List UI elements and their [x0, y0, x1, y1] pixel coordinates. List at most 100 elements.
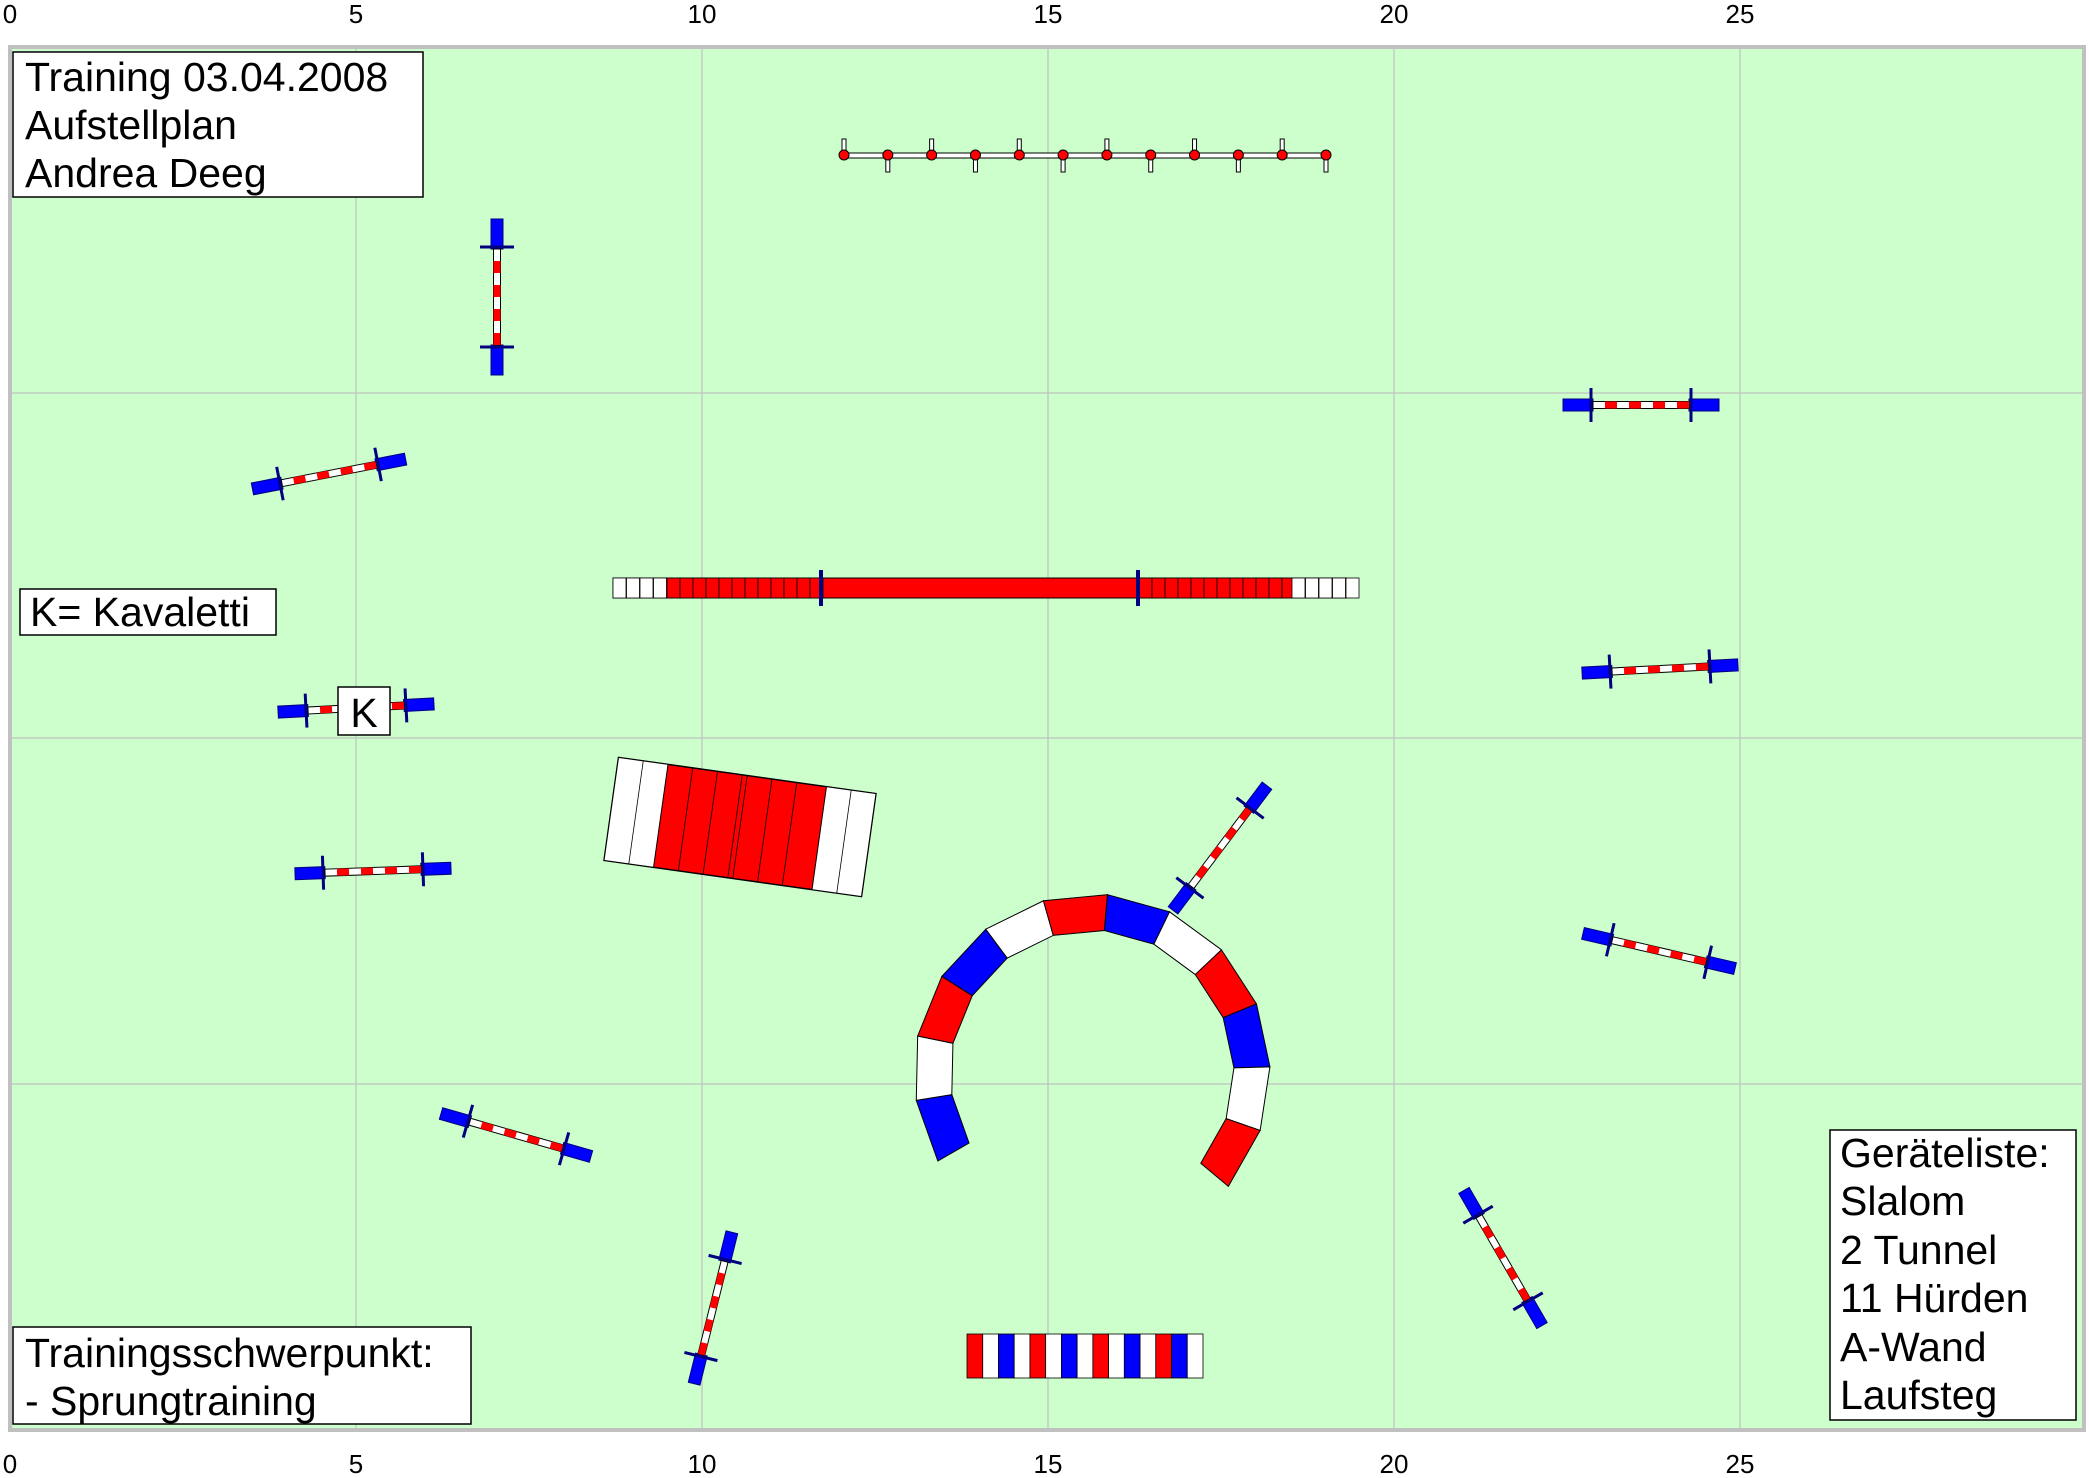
hurdle[interactable]: [480, 218, 514, 376]
hurdle-bar-stripe: [384, 866, 398, 875]
hurdle-wing: [420, 861, 452, 876]
laufsteg-segment: [757, 577, 772, 599]
laufsteg-segment: [744, 577, 759, 599]
hurdle-bar-stripe: [1481, 1225, 1495, 1239]
axis-bottom: 0 5 10 15 20 25: [3, 1449, 1755, 1478]
hurdle-bar-stripe: [1646, 944, 1660, 955]
hurdle-bar-stripe: [526, 1134, 541, 1145]
hurdle-bar-stripe: [319, 705, 333, 714]
axis-top-0: 0: [3, 0, 17, 29]
slalom-base: [843, 152, 1327, 159]
hurdle-wing: [1688, 398, 1720, 412]
hurdle-standard: [557, 1132, 571, 1166]
laufsteg-segment: [783, 577, 798, 599]
laufsteg-segment: [1332, 577, 1346, 599]
axis-top: 0 5 10 15 20 25: [3, 0, 1755, 29]
focus-title: Trainingsschwerpunkt:: [25, 1330, 434, 1376]
hurdle-bar-stripe: [1693, 955, 1707, 966]
hurdle[interactable]: [436, 1097, 595, 1173]
laufsteg-segment: [666, 577, 681, 599]
tunnel-segment: [1092, 1333, 1110, 1379]
tunnel-segment: [1045, 1333, 1062, 1379]
hurdle-bar-stripe: [715, 1272, 726, 1286]
laufsteg-segment: [626, 577, 640, 599]
hurdle-bar-stripe: [1695, 662, 1709, 671]
laufsteg-segment: [1242, 577, 1257, 599]
hurdle[interactable]: [294, 851, 452, 890]
laufsteg-segment: [796, 577, 811, 599]
tunnel-segment: [1029, 1333, 1047, 1379]
equipment-hurdles: 11 Hürden: [1840, 1275, 2028, 1321]
tunnel-segment: [1013, 1333, 1031, 1379]
hurdle[interactable]: [1449, 1182, 1556, 1334]
focus-box: Trainingsschwerpunkt: - Sprungtraining: [12, 1326, 472, 1425]
hurdle[interactable]: [1579, 917, 1739, 985]
laufsteg-segment: [1318, 577, 1333, 599]
slalom-pole: [1057, 149, 1069, 161]
hurdle-standard: [403, 688, 409, 723]
laufsteg-segment: [1203, 577, 1218, 599]
focus-item: - Sprungtraining: [25, 1378, 317, 1424]
hurdle-bar-stripe: [340, 465, 354, 476]
hurdle-bar-stripe: [1669, 950, 1684, 960]
slalom-pole: [1232, 149, 1244, 161]
hurdle[interactable]: [249, 442, 409, 505]
hurdle-bar-stripe: [1238, 807, 1252, 822]
a-wand-slat: [732, 775, 748, 879]
hurdle-bar-stripe: [336, 868, 350, 876]
tunnel-straight[interactable]: [966, 1333, 1204, 1379]
legend-box: K= Kavaletti: [19, 588, 277, 636]
legend-box-frame: [19, 588, 277, 636]
hurdle-standard: [373, 447, 383, 482]
laufsteg[interactable]: [612, 570, 1360, 606]
info-box-frame: [12, 51, 424, 198]
hurdle-bar-stripe: [1623, 939, 1637, 950]
axis-bottom-15: 15: [1034, 1449, 1063, 1478]
info-subtitle: Aufstellplan: [25, 102, 237, 148]
hurdle-bar-stripe: [316, 470, 330, 480]
laufsteg-segment: [705, 577, 720, 599]
hurdle-standard: [1604, 922, 1616, 957]
slalom-pole: [882, 149, 894, 161]
kavaletti-marker: K: [337, 686, 391, 736]
hurdle-bar-stripe: [480, 1121, 494, 1132]
laufsteg-segment: [1229, 577, 1244, 599]
a-wand-slat: [727, 774, 743, 878]
tunnel-segment: [1186, 1333, 1204, 1379]
hurdle-bar-stripe: [1647, 665, 1661, 674]
axis-bottom-5: 5: [349, 1449, 363, 1478]
hurdle-bar-stripe: [1671, 664, 1685, 672]
hurdle-bar-stripe: [391, 701, 405, 710]
axis-bottom-25: 25: [1726, 1449, 1755, 1478]
slalom[interactable]: [838, 138, 1332, 173]
hurdle-bar-stripe: [292, 475, 307, 485]
info-author: Andrea Deeg: [25, 150, 267, 196]
a-wand[interactable]: [603, 756, 877, 898]
hurdle-standard: [1702, 945, 1714, 980]
hurdle[interactable]: [678, 1228, 749, 1388]
tunnel-curved[interactable]: [915, 894, 1271, 1188]
laufsteg-segment: [1305, 577, 1319, 599]
tunnel-segment: [982, 1333, 999, 1379]
hurdle-wing: [1707, 658, 1739, 674]
hurdle-bar-stripe: [408, 865, 422, 874]
hurdle-standard: [320, 855, 326, 890]
hurdle-bar-stripe: [1195, 865, 1209, 879]
laufsteg-segment: [1151, 577, 1166, 599]
laufsteg-segment: [718, 577, 733, 599]
tunnel-segment: [966, 1333, 984, 1379]
tunnel-segment: [1123, 1333, 1141, 1379]
hurdle[interactable]: [1562, 388, 1720, 422]
axis-top-15: 15: [1034, 0, 1063, 29]
hurdle[interactable]: [1159, 775, 1280, 920]
hurdle-bar-stripe: [493, 309, 501, 321]
slalom-pole: [1276, 149, 1288, 161]
laufsteg-segment: [770, 577, 785, 599]
slalom-pole: [969, 149, 981, 161]
a-wand-slat: [781, 782, 798, 886]
hurdle-standard: [461, 1104, 475, 1138]
hurdle[interactable]: [1581, 648, 1739, 690]
hurdle-bar-stripe: [1677, 401, 1689, 409]
hurdle-bar-stripe: [709, 1295, 720, 1309]
